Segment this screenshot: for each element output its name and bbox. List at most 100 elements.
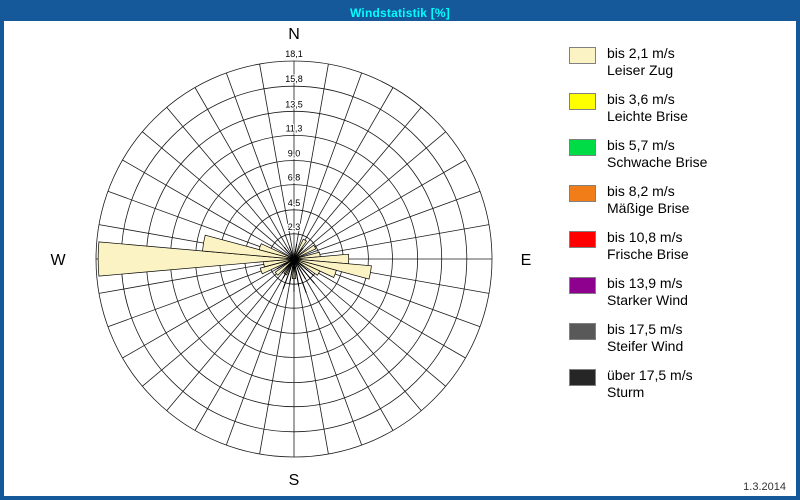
- legend-speed: bis 2,1 m/s: [607, 45, 675, 61]
- windrose-spike: [293, 258, 315, 277]
- grid-spoke: [293, 107, 422, 260]
- legend-color-swatch: [569, 231, 596, 248]
- legend-color-swatch: [569, 323, 596, 340]
- grid-spoke: [225, 258, 295, 446]
- ring-label: 15,8: [285, 74, 303, 84]
- compass-north-label: N: [288, 26, 300, 43]
- windrose-spike: [283, 246, 295, 260]
- legend-name: Steifer Wind: [607, 338, 684, 354]
- legend-color-swatch: [569, 369, 596, 386]
- legend-label: bis 17,5 m/s Steifer Wind: [607, 321, 683, 355]
- legend-name: Leiser Zug: [607, 62, 674, 78]
- grid-spoke: [293, 258, 329, 455]
- legend-speed: bis 10,8 m/s: [607, 229, 683, 245]
- legend-label: bis 8,2 m/s Mäßige Brise: [607, 183, 689, 217]
- windrose-petal: [293, 244, 317, 260]
- legend-label: über 17,5 m/s Sturm: [607, 367, 693, 401]
- ring-label: 13,5: [285, 99, 303, 109]
- windrose-chart: 2,3 4,5 6,8 9,0 11,3 13,5 15,8 18,1 N E S W: [4, 21, 569, 496]
- grid-spoke: [225, 72, 295, 260]
- windrose-spike: [276, 258, 295, 270]
- legend-speed: bis 8,2 m/s: [607, 183, 675, 199]
- legend-name: Mäßige Brise: [607, 200, 690, 216]
- legend-item: bis 2,1 m/s Leiser Zug: [569, 45, 794, 79]
- legend-item: über 17,5 m/s Sturm: [569, 367, 794, 401]
- grid-spoke: [259, 63, 295, 260]
- windrose-petal: [274, 258, 295, 276]
- legend-speed: bis 3,6 m/s: [607, 91, 675, 107]
- grid-spoke: [194, 87, 295, 260]
- windrose-petal: [97, 241, 295, 277]
- legend-name: Frische Brise: [607, 246, 689, 262]
- windrose-spike: [293, 258, 307, 294]
- grid-spoke: [194, 258, 295, 431]
- date-label: 1.3.2014: [743, 481, 786, 493]
- windrose-petal: [259, 258, 295, 275]
- legend-label: bis 3,6 m/s Leichte Brise: [607, 91, 688, 125]
- grid-spoke: [142, 258, 295, 387]
- legend-item: bis 3,6 m/s Leichte Brise: [569, 91, 794, 125]
- grid-spoke: [142, 131, 295, 260]
- legend-speed: bis 17,5 m/s: [607, 321, 683, 337]
- legend-color-swatch: [569, 139, 596, 156]
- windrose-spike: [282, 258, 295, 279]
- windrose-spike: [293, 243, 298, 260]
- ring-label: 6,8: [288, 173, 301, 183]
- grid-spoke: [293, 258, 422, 411]
- windrose-spike: [293, 258, 315, 284]
- windrose-svg: 2,3 4,5 6,8 9,0 11,3 13,5 15,8 18,1: [95, 48, 493, 458]
- content: 2,3 4,5 6,8 9,0 11,3 13,5 15,8 18,1 N E S W bis…: [4, 21, 796, 496]
- windrose-spike: [289, 258, 295, 284]
- windrose-spike: [293, 247, 304, 260]
- grid-spoke: [293, 87, 394, 260]
- ring-label: 9,0: [288, 149, 301, 159]
- legend-label: bis 2,1 m/s Leiser Zug: [607, 45, 675, 79]
- ring-label: 11,3: [286, 123, 303, 133]
- grid-spoke: [166, 107, 295, 260]
- window-title: Windstatistik [%]: [350, 6, 450, 20]
- grid-spoke: [98, 258, 295, 294]
- legend-speed: bis 5,7 m/s: [607, 137, 675, 153]
- grid-spoke: [293, 131, 446, 260]
- title-bar: Windstatistik [%]: [4, 4, 796, 21]
- windrose-petal: [293, 258, 321, 276]
- legend-color-swatch: [569, 185, 596, 202]
- legend-speed: über 17,5 m/s: [607, 367, 693, 383]
- legend-item: bis 10,8 m/s Frische Brise: [569, 229, 794, 263]
- windrose-petal: [258, 243, 295, 260]
- legend-item: bis 5,7 m/s Schwache Brise: [569, 137, 794, 171]
- grid-spoke: [122, 159, 295, 260]
- grid-spoke: [293, 72, 363, 260]
- legend-name: Leichte Brise: [607, 108, 688, 124]
- legend-item: bis 17,5 m/s Steifer Wind: [569, 321, 794, 355]
- compass-east-label: E: [520, 252, 532, 269]
- legend-item: bis 13,9 m/s Starker Wind: [569, 275, 794, 309]
- legend-label: bis 13,9 m/s Starker Wind: [607, 275, 688, 309]
- grid-spoke: [122, 258, 295, 359]
- grid-spoke: [293, 63, 329, 260]
- windrose-spike: [293, 258, 306, 280]
- grid-spoke: [293, 258, 466, 359]
- legend-speed: bis 13,9 m/s: [607, 275, 683, 291]
- windrose-spike: [282, 258, 295, 289]
- grid-spoke: [293, 224, 490, 260]
- legend-name: Starker Wind: [607, 292, 688, 308]
- legend-color-swatch: [569, 93, 596, 110]
- legend-label: bis 5,7 m/s Schwache Brise: [607, 137, 707, 171]
- grid-spoke: [259, 258, 295, 455]
- windrose-spike: [293, 258, 300, 286]
- windrose-spike: [281, 258, 295, 274]
- ring-label: 2,3: [288, 222, 301, 232]
- ring-label: 18,1: [285, 49, 303, 59]
- legend: bis 2,1 m/s Leiser Zug bis 3,6 m/s Leichte …: [569, 21, 794, 496]
- grid-spoke: [293, 258, 394, 431]
- compass-south-label: S: [288, 472, 300, 489]
- legend-item: bis 8,2 m/s Mäßige Brise: [569, 183, 794, 217]
- grid-spoke: [293, 159, 466, 260]
- compass-west-label: W: [50, 252, 66, 269]
- ring-label: 4,5: [288, 198, 301, 208]
- windrose-spike: [289, 246, 295, 260]
- grid-spoke: [293, 258, 446, 387]
- grid-spoke: [293, 190, 481, 260]
